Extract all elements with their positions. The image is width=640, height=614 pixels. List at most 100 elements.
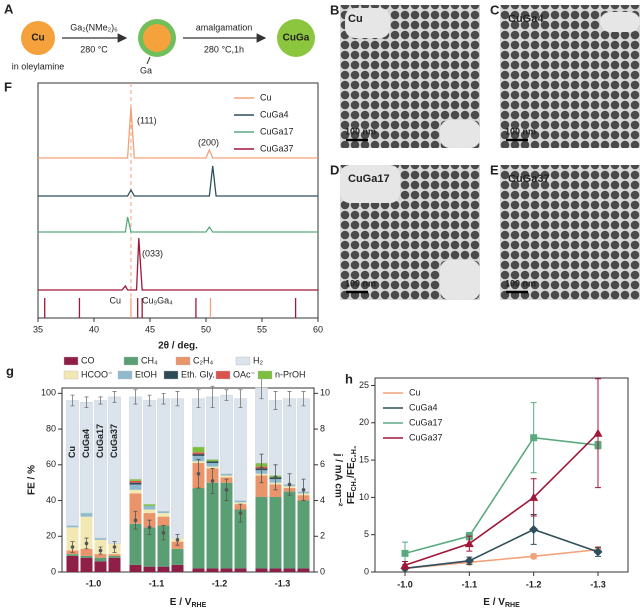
start-label: Cu: [31, 33, 44, 44]
label-part: E / V: [170, 597, 192, 608]
legend-label: CuGa37: [409, 432, 443, 442]
error-bar: [84, 396, 89, 409]
bar-segment: [220, 482, 233, 569]
bar-segment: [143, 504, 156, 506]
marker: [530, 552, 538, 560]
error-bar: [238, 389, 243, 409]
x-tick-label: 50: [201, 324, 211, 334]
bar-label: CuGa17: [95, 424, 105, 458]
legend-label: OAc⁻: [233, 369, 256, 379]
bar-segment: [66, 527, 79, 551]
shell-label: Ga: [140, 65, 152, 75]
legend-label: C₂H₄: [193, 355, 213, 365]
bar-segment: [234, 509, 247, 569]
y-tick-label: 0: [51, 566, 56, 576]
sample-label: Cu: [348, 13, 363, 25]
y-tick-label: 10: [359, 492, 369, 502]
product-particle: [277, 19, 315, 57]
error-bar: [273, 391, 278, 410]
bar-label: Cu: [67, 446, 77, 458]
current-point: [70, 545, 75, 549]
label-part: FE: [346, 491, 357, 504]
legend-label: EtOH: [135, 369, 157, 379]
x-tick-label: 55: [257, 324, 267, 334]
x-tick-label: 45: [145, 324, 155, 334]
x-tick-label: -1.2: [526, 579, 542, 589]
empty-area: [340, 165, 400, 203]
marker: [529, 524, 539, 534]
bar-segment: [129, 480, 142, 483]
bar-segment: [220, 394, 233, 474]
legend-label: Cu: [260, 92, 272, 102]
legend-label: n-PrOH: [275, 369, 306, 379]
y2-tick-label: 4: [320, 495, 325, 505]
bar-segment: [66, 525, 79, 528]
bar-segment: [283, 398, 296, 485]
y-axis-label: FE / %: [27, 465, 38, 495]
legend-label: CH₄: [141, 355, 158, 365]
legend-swatch: [175, 356, 191, 366]
bar-segment: [234, 502, 247, 505]
legend-label: Eth. Gly.: [181, 369, 215, 379]
x-tick-label: -1.0: [397, 579, 413, 589]
bar-segment: [143, 400, 156, 505]
bar-segment: [297, 500, 310, 569]
x-tick-label: -1.2: [212, 578, 228, 588]
bar-segment: [297, 568, 310, 572]
marker: [464, 539, 474, 548]
bar-segment: [157, 566, 170, 572]
panel-label: E: [490, 162, 499, 177]
bar-segment: [143, 566, 156, 572]
annotation: (111): [137, 115, 157, 125]
legend-label: CuGa17: [409, 417, 443, 427]
step2: amalgamation: [196, 22, 253, 32]
marker: [401, 549, 409, 557]
x-tick-label: -1.1: [462, 579, 478, 589]
bar-segment: [206, 461, 219, 464]
series-line: [404, 528, 599, 570]
current-point: [287, 482, 292, 487]
label-part: /FE: [346, 462, 357, 478]
y-tick-label: 80: [46, 423, 56, 433]
error-bar: [287, 391, 292, 407]
scale-label: 100 nm: [345, 278, 376, 288]
bar-segment: [206, 463, 219, 467]
current-point: [196, 471, 201, 476]
legend-label: CO: [81, 355, 95, 365]
y-tick-label: 20: [359, 417, 369, 427]
bar-segment: [80, 555, 93, 558]
bar-segment: [171, 398, 184, 539]
legend-label: CuGa37: [260, 143, 294, 153]
bar-segment: [206, 568, 219, 572]
annotation: (033): [142, 248, 163, 258]
product-label: CuGa: [283, 33, 310, 44]
bar-segment: [269, 496, 282, 569]
reagent: Ga₂(NMe₂)₆: [70, 22, 118, 32]
bar-segment: [94, 400, 107, 539]
legend-label: CuGa4: [260, 109, 289, 119]
bar-segment: [192, 488, 205, 569]
bar-segment: [269, 568, 282, 572]
empty-area: [440, 260, 480, 300]
x-tick-label: -1.3: [590, 579, 606, 589]
y2-tick-label: 10: [320, 388, 330, 398]
error-bar: [98, 396, 103, 405]
current-point: [259, 466, 264, 471]
empty-area: [345, 8, 390, 38]
legend-label: Cu: [409, 387, 421, 397]
scale-label: 100 nm: [505, 126, 536, 136]
x-tick-label: 35: [33, 324, 43, 334]
panel-label: A: [4, 1, 14, 16]
bar-segment: [129, 493, 142, 524]
plot-frame: [61, 387, 315, 573]
x-axis-label: E / VRHE: [483, 597, 520, 610]
bar-segment: [94, 554, 107, 558]
bar-segment: [192, 568, 205, 572]
bar-segment: [206, 459, 219, 462]
bar-segment: [220, 475, 233, 478]
bar-segment: [283, 568, 296, 572]
bar-segment: [94, 557, 107, 562]
bar-segment: [80, 516, 93, 549]
pointer: [146, 56, 151, 65]
bar-segment: [129, 482, 142, 485]
